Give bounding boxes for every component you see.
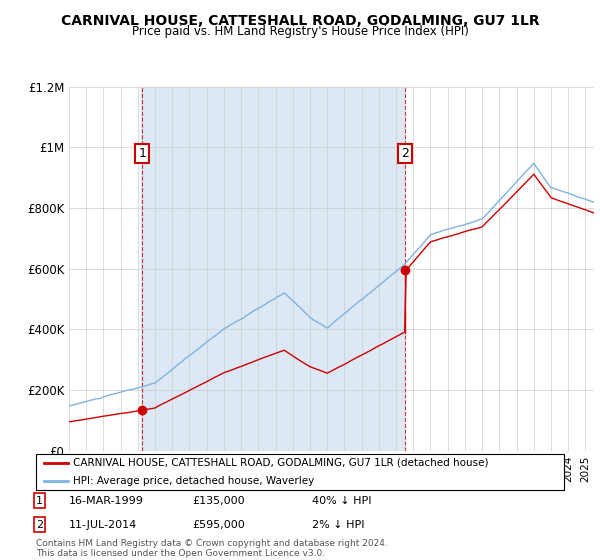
Text: HPI: Average price, detached house, Waverley: HPI: Average price, detached house, Wave… <box>73 476 314 486</box>
Text: 16-MAR-1999: 16-MAR-1999 <box>69 496 144 506</box>
Text: Contains HM Land Registry data © Crown copyright and database right 2024.
This d: Contains HM Land Registry data © Crown c… <box>36 539 388 558</box>
Text: 11-JUL-2014: 11-JUL-2014 <box>69 520 137 530</box>
Text: 40% ↓ HPI: 40% ↓ HPI <box>312 496 371 506</box>
Text: 1: 1 <box>138 147 146 160</box>
Bar <box>142 87 406 451</box>
Text: £135,000: £135,000 <box>192 496 245 506</box>
Text: CARNIVAL HOUSE, CATTESHALL ROAD, GODALMING, GU7 1LR (detached house): CARNIVAL HOUSE, CATTESHALL ROAD, GODALMI… <box>73 458 488 468</box>
Text: 2: 2 <box>36 520 43 530</box>
FancyBboxPatch shape <box>36 454 564 490</box>
Text: 1: 1 <box>36 496 43 506</box>
Text: 2% ↓ HPI: 2% ↓ HPI <box>312 520 365 530</box>
Text: 2: 2 <box>401 147 409 160</box>
Text: £595,000: £595,000 <box>192 520 245 530</box>
Text: Price paid vs. HM Land Registry's House Price Index (HPI): Price paid vs. HM Land Registry's House … <box>131 25 469 38</box>
Text: CARNIVAL HOUSE, CATTESHALL ROAD, GODALMING, GU7 1LR: CARNIVAL HOUSE, CATTESHALL ROAD, GODALMI… <box>61 14 539 28</box>
